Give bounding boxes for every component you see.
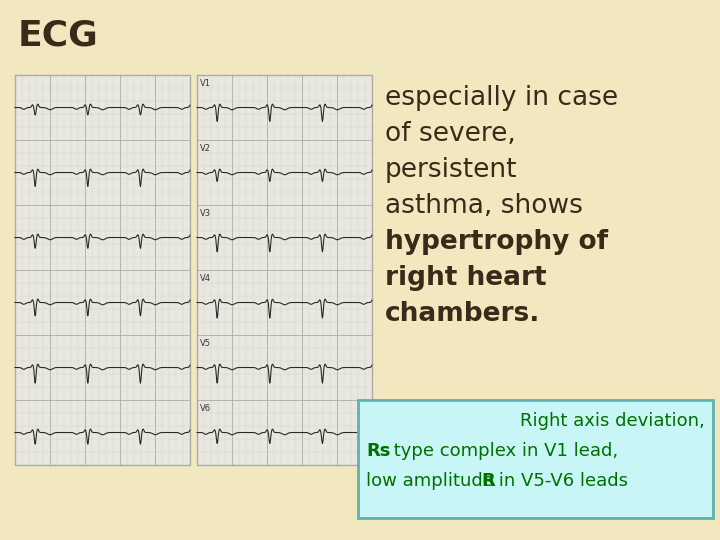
Text: right heart: right heart [385,265,546,291]
Text: persistent: persistent [385,157,518,183]
Text: R: R [481,472,495,490]
Text: Right axis deviation,: Right axis deviation, [521,412,705,430]
Text: low amplitude: low amplitude [366,472,500,490]
Text: chambers.: chambers. [385,301,541,327]
Text: in V5-V6 leads: in V5-V6 leads [493,472,628,490]
Text: especially in case: especially in case [385,85,618,111]
Text: V4: V4 [200,274,211,283]
Bar [15,75,190,465]
Text: V5: V5 [200,339,211,348]
Text: ECG: ECG [18,18,99,52]
Text: hypertrophy of: hypertrophy of [385,229,608,255]
Text: V2: V2 [200,144,211,153]
Text: V1: V1 [200,79,211,88]
Text: Rs: Rs [366,442,390,460]
Bar [197,75,372,465]
Text: asthma, shows: asthma, shows [385,193,583,219]
Bar [358,400,713,518]
Text: type complex in V1 lead,: type complex in V1 lead, [388,442,618,460]
Text: V6: V6 [200,404,211,413]
Text: V3: V3 [200,209,211,218]
Text: of severe,: of severe, [385,121,516,147]
